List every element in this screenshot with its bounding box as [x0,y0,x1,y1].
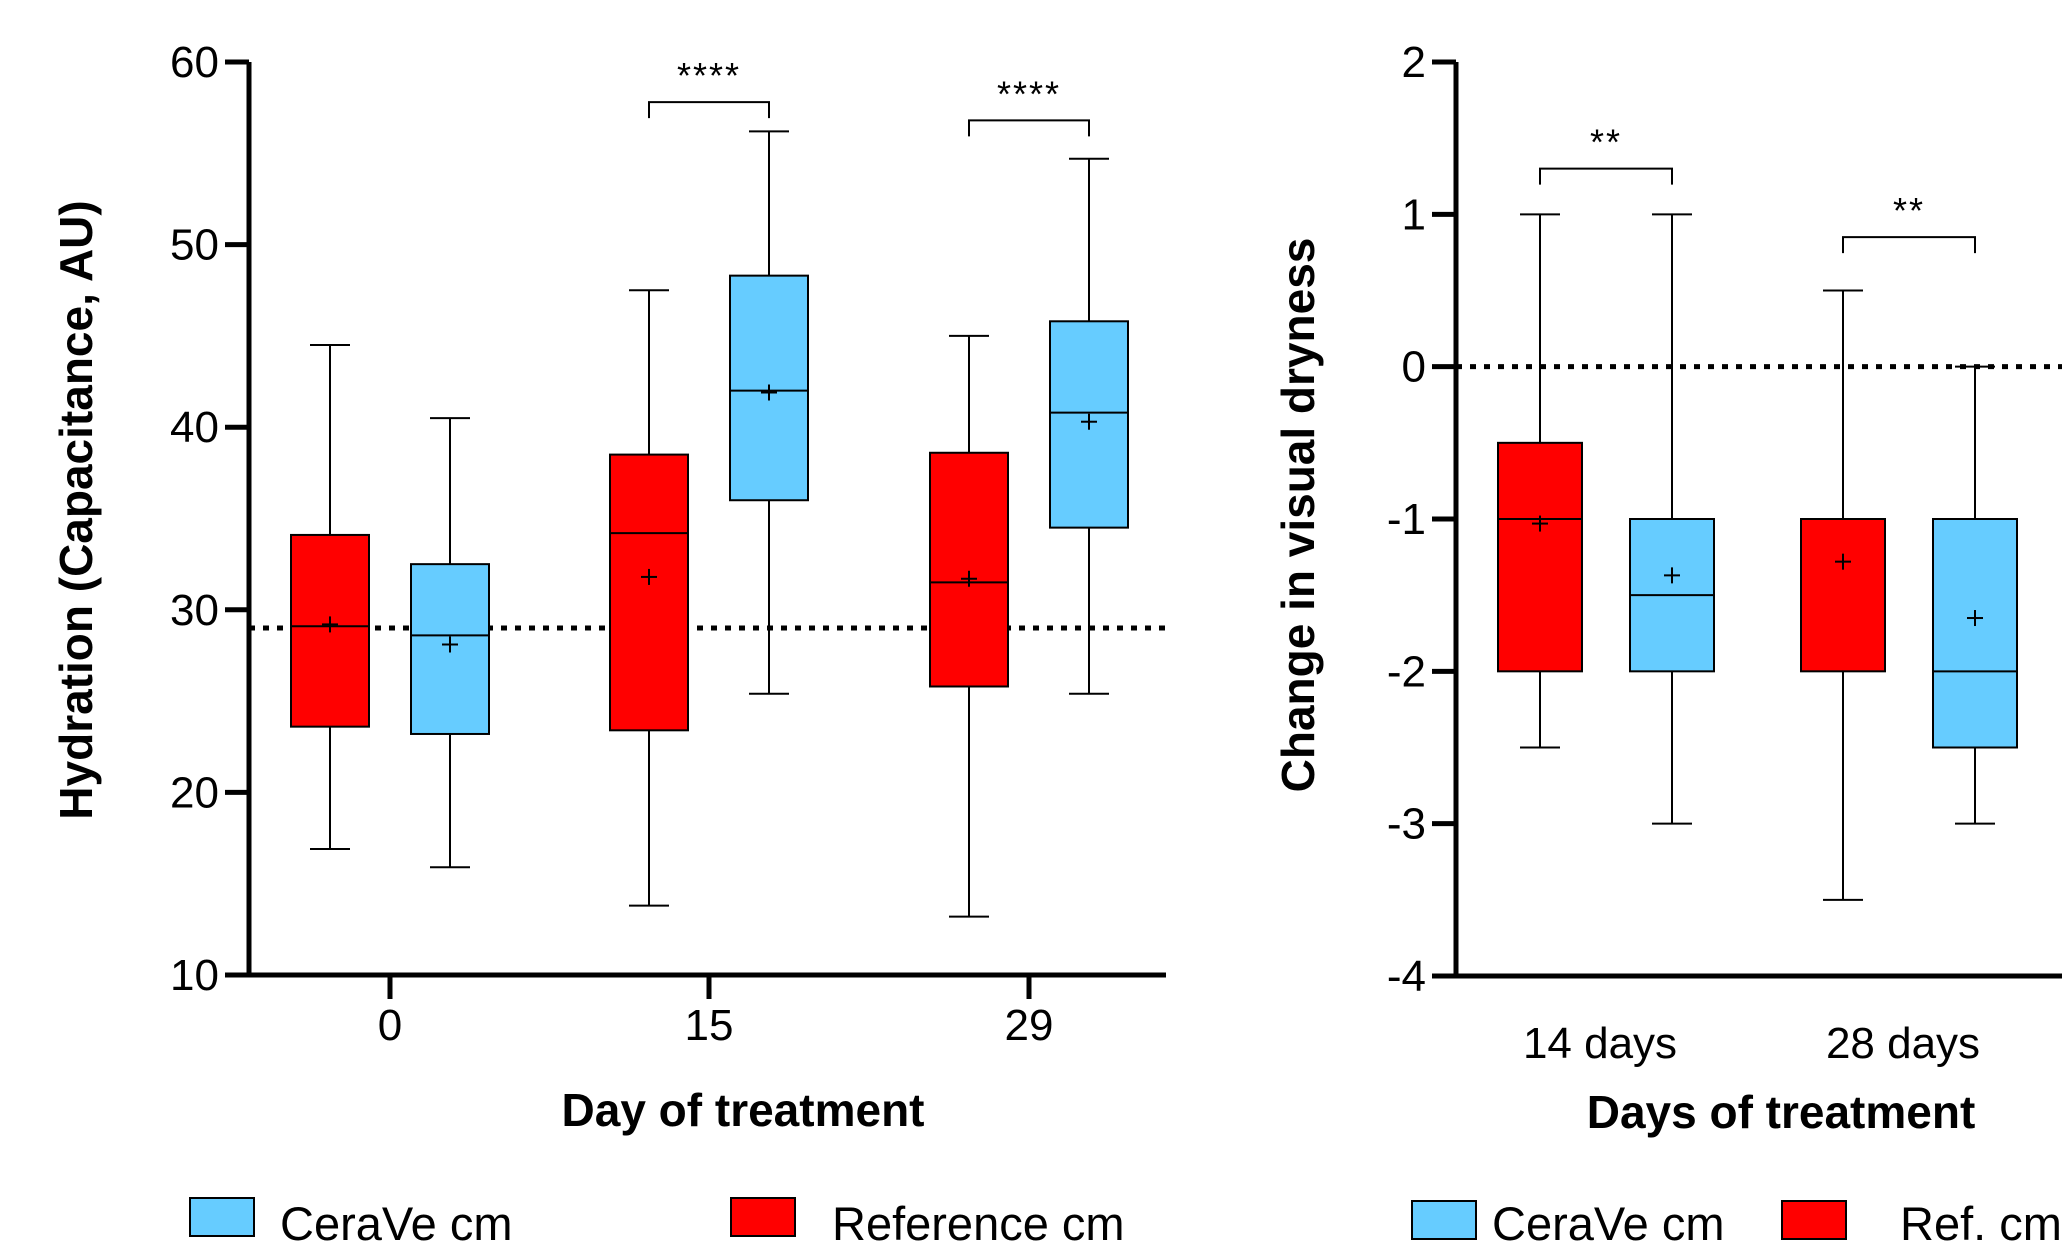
box-cerave-cm-28-days [1932,365,2018,825]
box-ref-cm-28-days [1800,289,1886,901]
y-tick-label: -2 [1387,647,1426,696]
x-tick-label: 14 days [1523,1019,1677,1068]
y-tick-label: 60 [170,38,219,87]
y-tick-label: 20 [170,768,219,817]
x-tick-label: 0 [378,1001,402,1050]
significance-label: ** [1893,190,1925,231]
dryness-chart: -4 -3 -2 -1 0 1 2 14 days 28 days ** ** Days of tre… [1272,38,2062,1250]
significance-label: ** [1590,122,1622,163]
significance-bracket [1539,167,1673,185]
x-axis-title: Day of treatment [562,1084,925,1136]
y-tick-label: 10 [170,951,219,1000]
x-tick-label: 29 [1005,1001,1054,1050]
y-axis-title: Change in visual dryness [1272,238,1324,793]
y-tick-label: 50 [170,221,219,270]
box-cerave-cm-29 [1049,157,1129,695]
legend-label: CeraVe cm [1492,1197,1724,1250]
iqr-box [929,451,1009,688]
significance-label: **** [677,55,741,96]
y-tick-label: 30 [170,586,219,635]
iqr-box [1497,441,1583,673]
legend-label: Ref. cm [1900,1197,2062,1250]
x-tick-label: 28 days [1826,1019,1980,1068]
y-tick-label: 1 [1402,190,1426,239]
x-tick-label: 15 [685,1001,734,1050]
hydration-chart: 10 20 30 40 50 60 0 15 29 **** **** Day of treatmen… [50,38,1166,1250]
y-tick-label: 40 [170,403,219,452]
y-tick-label: 0 [1402,343,1426,392]
y-axis-title: Hydration (Capacitance, AU) [50,200,102,819]
box-ref-cm-14-days [1497,213,1583,749]
box-reference-cm-0 [290,344,370,851]
legend-label: CeraVe cm [280,1197,512,1250]
box-cerave-cm-15 [729,130,809,695]
iqr-box [1932,518,2018,749]
box-reference-cm-29 [929,334,1009,918]
significance-label: **** [997,73,1061,114]
legend-label: Reference cm [832,1197,1125,1250]
significance-bracket [1842,236,1976,254]
iqr-box [1800,518,1886,673]
x-axis-title: Days of treatment [1587,1086,1976,1138]
box-reference-cm-15 [609,289,689,907]
legend-swatch [189,1197,255,1237]
significance-bracket [648,101,770,119]
iqr-box [609,453,689,732]
legend-swatch [1411,1200,1477,1240]
legend-swatch [730,1197,796,1237]
y-tick-label: -1 [1387,495,1426,544]
y-tick-label: 2 [1402,38,1426,87]
box-cerave-cm-0 [410,417,490,869]
box-cerave-cm-14-days [1629,213,1715,825]
y-tick-label: -3 [1387,800,1426,849]
significance-bracket [968,119,1090,137]
legend-swatch [1781,1200,1847,1240]
y-tick-label: -4 [1387,952,1426,1001]
